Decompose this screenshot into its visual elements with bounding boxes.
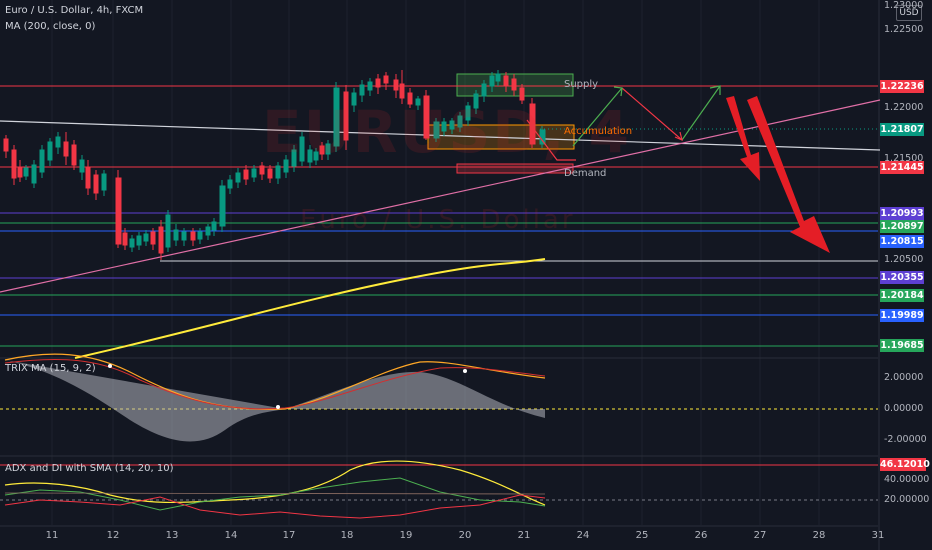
description-watermark: Euro / U.S. Dollar <box>300 205 576 235</box>
trix-tick: 2.00000 <box>884 372 924 383</box>
price-label: 1.21807 <box>880 123 924 136</box>
accumulation-label: Accumulation <box>564 126 633 137</box>
price-tick: 1.22000 <box>884 102 924 113</box>
adx-title[interactable]: ADX and DI with SMA (14, 20, 10) <box>5 463 174 474</box>
projection-path <box>526 85 721 161</box>
adx-tick: 40.00000 <box>884 474 930 485</box>
time-tick: 28 <box>812 530 826 541</box>
demand-zone[interactable] <box>456 163 574 174</box>
price-tick: 1.21500 <box>884 153 924 164</box>
descending-trendline <box>0 120 881 151</box>
time-tick: 25 <box>635 530 649 541</box>
price-label: 1.21445 <box>880 161 924 174</box>
time-tick: 14 <box>224 530 238 541</box>
time-tick: 11 <box>45 530 59 541</box>
price-label: 1.19685 <box>880 339 924 352</box>
price-tick: 1.20500 <box>884 254 924 265</box>
time-tick: 19 <box>399 530 413 541</box>
time-tick: 21 <box>517 530 531 541</box>
time-tick: 31 <box>871 530 885 541</box>
price-label: 1.20355 <box>880 271 924 284</box>
time-tick: 17 <box>282 530 296 541</box>
demand-label: Demand <box>564 168 607 179</box>
price-tick: 1.22500 <box>884 24 924 35</box>
ma-200-line <box>74 258 546 359</box>
price-tick: 1.23000 <box>884 0 924 11</box>
price-label: 1.20993 <box>880 207 924 220</box>
trix-pane <box>0 353 878 442</box>
currency-button[interactable]: USD <box>896 5 922 21</box>
adx-pane <box>0 460 878 519</box>
symbol-watermark: EURUSD, 4 <box>262 98 631 166</box>
time-tick: 27 <box>753 530 767 541</box>
time-tick: 13 <box>165 530 179 541</box>
adx-tick: 20.00000 <box>884 494 930 505</box>
bearish-arrow-icons <box>726 96 830 253</box>
trix-tick: -2.00000 <box>884 434 927 445</box>
time-tick: 26 <box>694 530 708 541</box>
ma-indicator-label[interactable]: MA (200, close, 0) <box>5 21 96 32</box>
price-label: 1.20184 <box>880 289 924 302</box>
time-tick: 20 <box>458 530 472 541</box>
price-label: 1.22236 <box>880 80 924 93</box>
time-tick: 12 <box>106 530 120 541</box>
price-label: 1.19989 <box>880 309 924 322</box>
trix-tick: 0.00000 <box>884 403 924 414</box>
price-label: 1.20897 <box>880 220 924 233</box>
adx-value-badge: 46.12010 <box>880 458 930 471</box>
trix-title[interactable]: TRIX MA (15, 9, 2) <box>5 363 96 374</box>
ascending-trendline <box>0 99 881 293</box>
time-tick: 18 <box>340 530 354 541</box>
symbol-title[interactable]: Euro / U.S. Dollar, 4h, FXCM <box>5 5 144 16</box>
candlesticks <box>3 70 546 260</box>
price-label: 1.20815 <box>880 235 924 248</box>
supply-label: Supply <box>564 79 599 90</box>
time-tick: 24 <box>576 530 590 541</box>
